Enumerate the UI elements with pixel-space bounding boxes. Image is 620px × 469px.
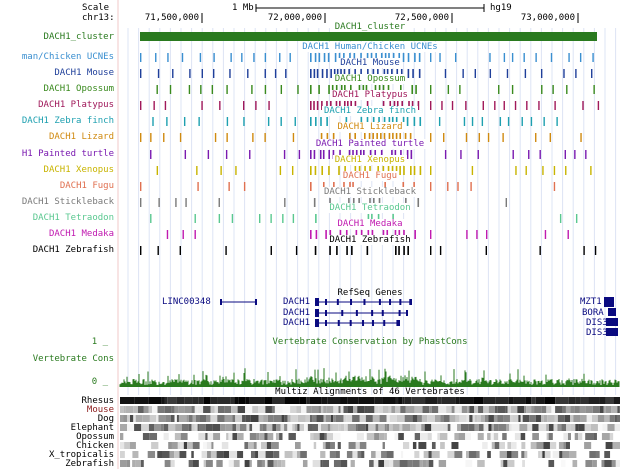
gene-label[interactable]: LINC00348	[162, 297, 211, 307]
track-title-8: DACH1 Fugu	[120, 171, 620, 181]
track-title-12: DACH1 Zebrafish	[120, 235, 620, 245]
conservation-track-label[interactable]: Vertebrate Cons	[32, 354, 114, 364]
track-title-text: DACH1 Painted turtle	[313, 139, 427, 149]
track-title-text: DACH1 Medaka	[335, 219, 405, 229]
track-features-2	[156, 85, 595, 94]
track-features-8	[140, 182, 556, 191]
conservation-wiggle	[119, 368, 620, 387]
position-tick-label: 72,500,000	[394, 13, 449, 23]
scale-bar-label: 1 Mb	[232, 3, 254, 13]
track-title-text: DACH1 Human/Chicken UCNEs	[300, 42, 440, 52]
cons-bottom-label: 0 _	[91, 377, 108, 387]
track-title-4: DACH1 Zebra finch	[120, 106, 620, 116]
track-features-5	[140, 133, 582, 142]
track-title-7: DACH1 Xenopus	[120, 155, 620, 165]
track-title-text: DACH1 Lizard	[335, 122, 405, 132]
track-title-10: DACH1 Tetraodon	[120, 203, 620, 213]
species-label-7[interactable]: Zebrafish	[65, 459, 114, 469]
gene-label[interactable]: MZT1	[580, 297, 602, 307]
track-title-6: DACH1 Painted turtle	[120, 139, 620, 149]
scale-label: Scale	[82, 3, 110, 13]
track-features-11	[166, 230, 569, 239]
track-label-4[interactable]: DACH1 Zebra finch	[21, 116, 114, 126]
gene-label[interactable]: DACH1	[283, 318, 311, 328]
scale-bar	[255, 4, 485, 12]
track-label-11[interactable]: DACH1 Medaka	[48, 229, 114, 239]
gene-label[interactable]: BORA	[582, 308, 604, 318]
track-features-6	[150, 150, 587, 159]
track-label-2[interactable]: DACH1 Opossum	[43, 84, 114, 94]
track-features-3	[140, 101, 600, 110]
track-features-9	[140, 198, 507, 207]
gene-label[interactable]: DIS3	[586, 318, 608, 328]
track-label-6[interactable]: H1 Painted turtle	[21, 149, 114, 159]
position-tick-label: 72,000,000	[267, 13, 322, 23]
track-title-text: DACH1 Opossum	[332, 74, 408, 84]
species-label-3[interactable]: Elephant	[70, 423, 114, 433]
track-title-text: DACH1 Zebra finch	[321, 106, 419, 116]
track-title-text: DACH1 Platypus	[330, 90, 410, 100]
conservation-title: Vertebrate Conservation by PhastCons	[272, 337, 468, 347]
cluster-title-text: DACH1_cluster	[332, 22, 408, 32]
multiz-alignments	[120, 397, 620, 467]
species-label-6[interactable]: X_tropicalis	[48, 450, 114, 460]
cluster-track-label[interactable]: DACH1_cluster	[43, 32, 114, 42]
gene-label[interactable]: DACH1	[283, 308, 311, 318]
refseq-title: RefSeq Genes	[337, 288, 403, 298]
species-label-5[interactable]: Chicken	[76, 441, 114, 451]
track-title-11: DACH1 Medaka	[120, 219, 620, 229]
position-tick-label: 73,000,000	[520, 13, 575, 23]
track-title-1: DACH1 Mouse	[120, 58, 620, 68]
track-title-text: DACH1 Stickleback	[321, 187, 419, 197]
position-tick-label: 71,500,000	[144, 13, 199, 23]
track-label-7[interactable]: DACH1 Xenopus	[43, 165, 114, 175]
track-features-12	[140, 246, 597, 255]
track-label-1[interactable]: DACH1 Mouse	[54, 68, 114, 78]
species-label-4[interactable]: Opossum	[76, 432, 114, 442]
track-features-1	[140, 69, 593, 78]
assembly-label: hg19	[490, 3, 512, 13]
gene-label[interactable]: DACH1	[283, 297, 311, 307]
track-label-3[interactable]: DACH1 Platypus	[38, 100, 114, 110]
track-title-5: DACH1 Lizard	[120, 122, 620, 132]
track-features-10	[150, 214, 578, 223]
track-title-9: DACH1 Stickleback	[120, 187, 620, 197]
species-label-1[interactable]: Mouse	[86, 405, 114, 415]
track-title-3: DACH1 Platypus	[120, 90, 620, 100]
track-label-0[interactable]: man/Chicken UCNEs	[21, 52, 114, 62]
track-features-0	[140, 53, 594, 62]
track-label-10[interactable]: DACH1 Tetraodon	[32, 213, 114, 223]
cluster-track-title: DACH1_cluster	[120, 22, 620, 32]
track-title-0: DACH1 Human/Chicken UCNEs	[120, 42, 620, 52]
gene-models	[220, 297, 618, 336]
track-label-8[interactable]: DACH1 Fugu	[59, 181, 114, 191]
track-title-text: DACH1 Xenopus	[332, 155, 408, 165]
track-title-2: DACH1 Opossum	[120, 74, 620, 84]
species-label-0[interactable]: Rhesus	[81, 396, 114, 406]
track-features-7	[156, 166, 592, 175]
track-title-text: DACH1 Tetraodon	[327, 203, 413, 213]
track-label-9[interactable]: DACH1 Stickleback	[21, 197, 114, 207]
chrom-label: chr13:	[82, 13, 115, 23]
gene-label[interactable]: DIS3	[586, 328, 608, 338]
track-features-4	[152, 117, 558, 126]
cons-top-label: 1 _	[91, 337, 108, 347]
track-title-text: DACH1 Mouse	[338, 58, 402, 68]
multiz-title: Multiz Alignments of 46 Vertebrates	[275, 387, 465, 397]
track-label-12[interactable]: DACH1 Zebrafish	[32, 245, 114, 255]
track-label-5[interactable]: DACH1 Lizard	[48, 132, 114, 142]
species-label-2[interactable]: Dog	[97, 414, 114, 424]
track-title-text: DACH1 Zebrafish	[327, 235, 413, 245]
track-title-text: DACH1 Fugu	[340, 171, 400, 181]
